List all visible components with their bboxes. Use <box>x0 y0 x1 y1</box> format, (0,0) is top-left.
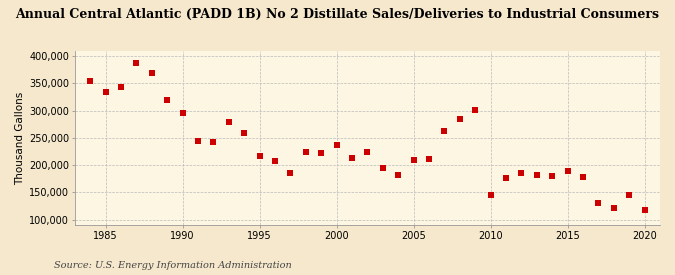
Point <box>285 171 296 175</box>
Point <box>639 208 650 212</box>
Point <box>531 173 542 177</box>
Point <box>547 174 558 178</box>
Point <box>624 192 634 197</box>
Point <box>316 151 327 155</box>
Point <box>439 129 450 134</box>
Point <box>146 70 157 75</box>
Point <box>254 154 265 158</box>
Point <box>162 98 173 102</box>
Point <box>393 173 404 177</box>
Point <box>223 119 234 124</box>
Point <box>239 130 250 135</box>
Point <box>485 192 496 197</box>
Point <box>424 156 435 161</box>
Point <box>362 149 373 154</box>
Point <box>578 175 589 179</box>
Point <box>470 108 481 112</box>
Point <box>593 201 604 206</box>
Point <box>208 140 219 144</box>
Point <box>408 158 419 162</box>
Point <box>269 159 280 163</box>
Text: Annual Central Atlantic (PADD 1B) No 2 Distillate Sales/Deliveries to Industrial: Annual Central Atlantic (PADD 1B) No 2 D… <box>16 8 659 21</box>
Y-axis label: Thousand Gallons: Thousand Gallons <box>15 91 25 185</box>
Point <box>300 149 311 154</box>
Text: Source: U.S. Energy Information Administration: Source: U.S. Energy Information Administ… <box>54 260 292 270</box>
Point <box>131 60 142 65</box>
Point <box>101 89 111 94</box>
Point <box>501 176 512 180</box>
Point <box>377 166 388 170</box>
Point <box>192 139 203 143</box>
Point <box>347 156 358 160</box>
Point <box>454 117 465 121</box>
Point <box>85 79 96 84</box>
Point <box>516 171 526 176</box>
Point <box>115 85 126 89</box>
Point <box>178 111 188 116</box>
Point <box>608 205 619 210</box>
Point <box>562 169 573 173</box>
Point <box>331 143 342 147</box>
